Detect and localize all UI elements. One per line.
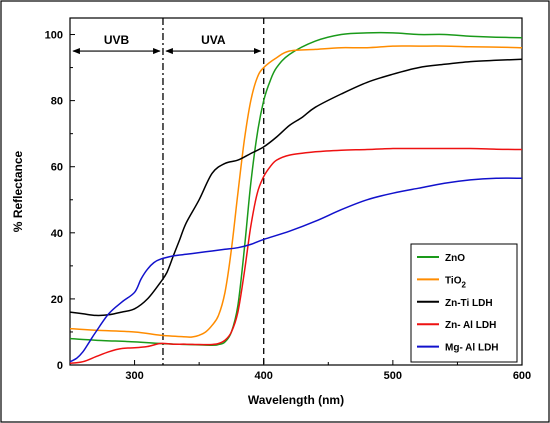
y-tick-label: 60 <box>51 162 63 174</box>
legend-box <box>410 243 518 363</box>
legend-label: Zn-Ti LDH <box>445 298 493 309</box>
x-tick-label: 300 <box>125 370 143 382</box>
y-tick-label: 40 <box>51 228 63 240</box>
y-tick-label: 0 <box>57 360 63 372</box>
x-axis-label: Wavelength (nm) <box>248 393 344 407</box>
series-line-zn-ti-ldh <box>69 58 523 317</box>
y-tick-label: 100 <box>45 30 63 42</box>
y-tick-label: 80 <box>51 96 63 108</box>
plot-area <box>69 17 523 366</box>
x-tick-label: 500 <box>384 370 402 382</box>
series-line-zn-al-ldh <box>69 147 523 365</box>
region-label: UVB <box>104 33 130 47</box>
x-tick-label: 400 <box>255 370 273 382</box>
legend-label: Zn- Al LDH <box>445 320 496 331</box>
legend-label: ZnO <box>445 253 465 264</box>
y-tick-label: 20 <box>51 294 63 306</box>
series-line-mg-al-ldh <box>69 177 523 363</box>
series-line-tio2 <box>69 45 523 338</box>
region-label: UVA <box>201 33 226 47</box>
y-axis-label: % Reflectance <box>11 150 25 232</box>
legend-label: Mg- Al LDH <box>445 343 499 354</box>
legend-label: TiO2 <box>445 275 466 289</box>
x-tick-label: 600 <box>513 370 531 382</box>
